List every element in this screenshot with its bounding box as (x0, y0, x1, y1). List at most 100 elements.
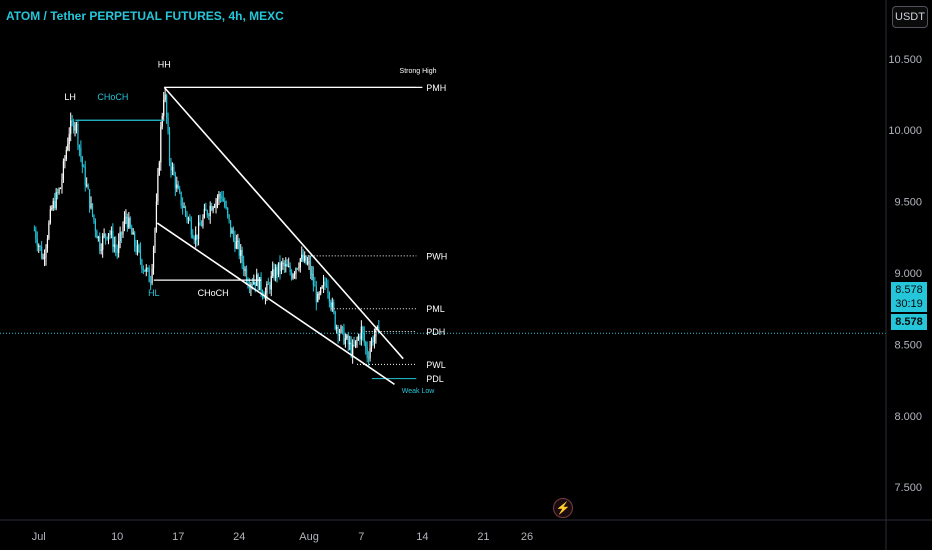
candle-body (228, 214, 230, 221)
candle-body (41, 246, 43, 259)
candle-body (160, 126, 162, 163)
candle-body (112, 230, 114, 247)
candle-body (263, 295, 265, 299)
candle-body (125, 216, 127, 218)
y-tick-label: 8.000 (894, 411, 922, 423)
candle-body (195, 234, 197, 241)
candle-body (132, 232, 134, 235)
candle-body (330, 302, 332, 308)
candle-body (333, 302, 335, 312)
candle-body (248, 286, 251, 288)
candle-body (180, 191, 182, 206)
candle-body (145, 268, 147, 272)
candle-body (75, 124, 78, 126)
candle-body (352, 344, 354, 356)
candle-body (286, 264, 288, 267)
candle-body (157, 174, 159, 202)
x-tick-label: 10 (111, 531, 123, 543)
candle-body (93, 214, 95, 221)
candle-body (251, 284, 253, 286)
candle-body (197, 222, 200, 239)
candle-body (141, 260, 143, 269)
candle-body (243, 262, 245, 272)
candle-body (336, 326, 338, 329)
y-tick-label: 7.500 (894, 482, 922, 494)
candle-body (347, 335, 349, 345)
candle-body (338, 332, 341, 336)
candle-body (227, 207, 229, 215)
candle-body (324, 281, 326, 285)
candle-body (302, 254, 304, 262)
annotation-label: LH (64, 92, 76, 102)
candle-body (100, 249, 102, 251)
annotation-label: HL (148, 288, 160, 298)
candle-body (109, 233, 111, 235)
candle-body (212, 207, 214, 211)
candle-body (360, 326, 362, 340)
candle-body (88, 189, 91, 209)
candle-body (359, 336, 361, 340)
y-tick-label: 10.000 (888, 125, 922, 137)
candle-body (315, 286, 317, 302)
candle-body (362, 326, 364, 334)
candle-body (285, 264, 287, 267)
candle-body (353, 344, 355, 346)
y-tick-label: 10.500 (888, 54, 922, 66)
candle-body (289, 266, 291, 273)
candle-body (87, 184, 89, 190)
candle-body (234, 237, 236, 249)
level-label: PDH (426, 327, 445, 337)
candle-body (36, 238, 38, 247)
candle-body (276, 267, 278, 275)
candle-body (52, 200, 54, 209)
candle-body (48, 222, 50, 239)
candle-body (222, 198, 224, 202)
candle-body (151, 268, 153, 283)
candle-body (155, 201, 158, 230)
candle-body (42, 257, 44, 259)
candle-body (113, 244, 115, 247)
candle-body (295, 268, 297, 274)
annotation-label: Weak Low (402, 388, 435, 395)
candle-body (299, 258, 301, 268)
candle-body (189, 218, 191, 221)
candle-body (372, 339, 374, 343)
candle-body (331, 302, 333, 308)
chart-title: ATOM / Tether PERPETUAL FUTURES, 4h, MEX… (6, 9, 284, 23)
candle-body (240, 249, 242, 256)
candle-body (170, 161, 172, 171)
candle-body (43, 257, 46, 259)
candle-body (318, 293, 320, 295)
candle-body (349, 342, 351, 345)
lightning-icon[interactable]: ⚡ (553, 498, 573, 518)
candle-body (128, 217, 130, 228)
candle-body (102, 235, 104, 250)
candle-body (80, 147, 82, 158)
candle-body (131, 227, 133, 235)
candle-body (356, 339, 358, 341)
x-tick-label: 21 (477, 531, 489, 543)
candle-body (320, 287, 322, 294)
candle-body (224, 201, 226, 207)
candle-body (344, 338, 346, 345)
candle-body (203, 208, 205, 218)
candle-body (267, 283, 269, 285)
candle-body (211, 205, 213, 211)
candle-body (91, 203, 94, 215)
candle-body (237, 240, 239, 242)
currency-button[interactable]: USDT (892, 6, 928, 28)
candle-body (357, 336, 360, 340)
candle-body (70, 120, 72, 134)
candle-body (115, 244, 117, 249)
candle-body (171, 166, 174, 171)
candle-body (54, 200, 56, 209)
candle-body (219, 194, 221, 197)
candle-body (365, 342, 367, 348)
candle-body (200, 225, 203, 227)
candle-body (68, 133, 70, 144)
candle-body (104, 233, 107, 238)
candle-body (266, 283, 268, 294)
candle-body (64, 158, 66, 162)
candle-body (375, 328, 377, 337)
